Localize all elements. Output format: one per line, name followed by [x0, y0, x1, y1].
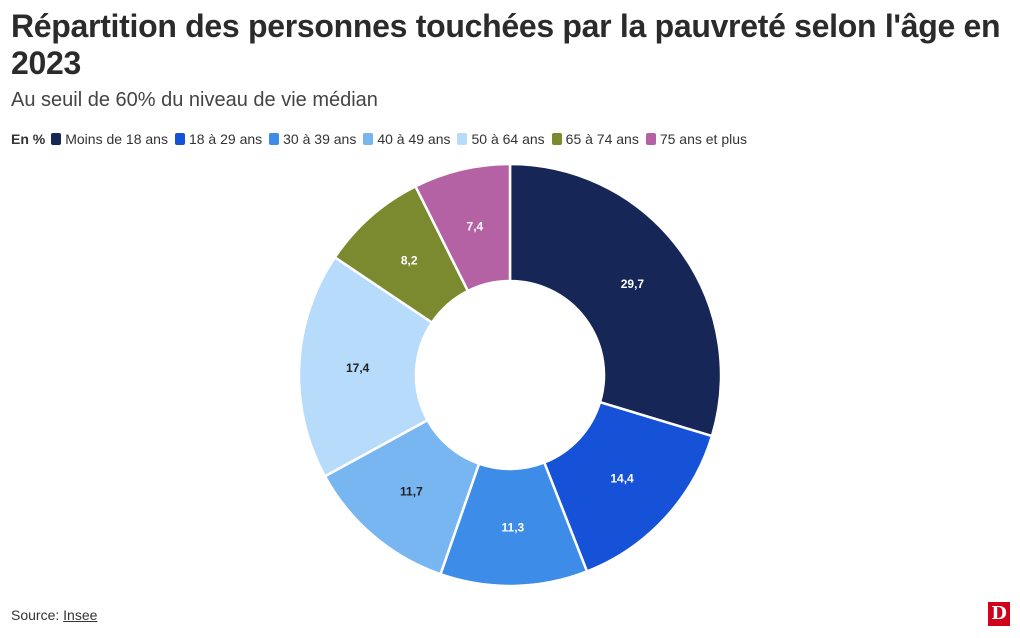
legend: En % Moins de 18 ans 18 à 29 ans 30 à 39 a… [11, 130, 754, 148]
legend-swatch [551, 133, 562, 145]
legend-items: Moins de 18 ans 18 à 29 ans 30 à 39 ans 40 … [51, 131, 754, 147]
donut-slice[interactable] [414, 162, 512, 293]
legend-swatch [645, 133, 656, 145]
donut-slice[interactable] [543, 400, 714, 573]
legend-item: 30 à 39 ans [269, 131, 356, 147]
data-label: 8,2 [401, 254, 418, 268]
chart-title: Répartition des personnes touchées par l… [11, 8, 1001, 81]
legend-label: 18 à 29 ans [188, 131, 263, 147]
source-note: Source: Insee [11, 607, 97, 623]
legend-item: 40 à 49 ans [363, 131, 450, 147]
legend-swatch [174, 133, 185, 145]
source-link[interactable]: Insee [63, 607, 98, 623]
legend-label: Moins de 18 ans [65, 131, 168, 147]
legend-swatch [457, 133, 468, 145]
legend-item: 18 à 29 ans [174, 131, 263, 147]
legend-swatch [51, 133, 62, 145]
legend-swatch [363, 133, 374, 145]
data-label: 29,7 [621, 277, 645, 291]
legend-label: 50 à 64 ans [471, 131, 545, 147]
data-label: 7,4 [467, 220, 484, 234]
slices-group [297, 162, 723, 588]
data-labels-group: 29,7 14,4 11,3 11,7 17,4 8,2 7,4 [346, 220, 644, 535]
data-label: 14,4 [610, 471, 634, 485]
legend-label: 40 à 49 ans [377, 131, 451, 147]
legend-label: 65 à 74 ans [565, 131, 639, 147]
source-label: Source: [11, 607, 64, 623]
chart-subtitle: Au seuil de 60% du niveau de vie médian [11, 89, 378, 111]
donut-slice[interactable] [297, 256, 434, 478]
legend-item: 65 à 74 ans [551, 131, 639, 147]
data-label: 11,7 [400, 484, 423, 498]
legend-swatch [269, 133, 280, 145]
data-label: 11,3 [502, 520, 525, 534]
legend-label: 30 à 39 ans [283, 131, 357, 147]
legend-unit-label: En % [11, 131, 46, 147]
legend-item: Moins de 18 ans [51, 131, 168, 147]
data-label: 17,4 [346, 361, 370, 375]
legend-item: 50 à 64 ans [457, 131, 545, 147]
donut-slice[interactable] [508, 162, 723, 438]
legend-item: 75 ans et plus [645, 131, 747, 147]
legend-label: 75 ans et plus [659, 131, 747, 147]
publisher-logo: D [988, 602, 1010, 626]
